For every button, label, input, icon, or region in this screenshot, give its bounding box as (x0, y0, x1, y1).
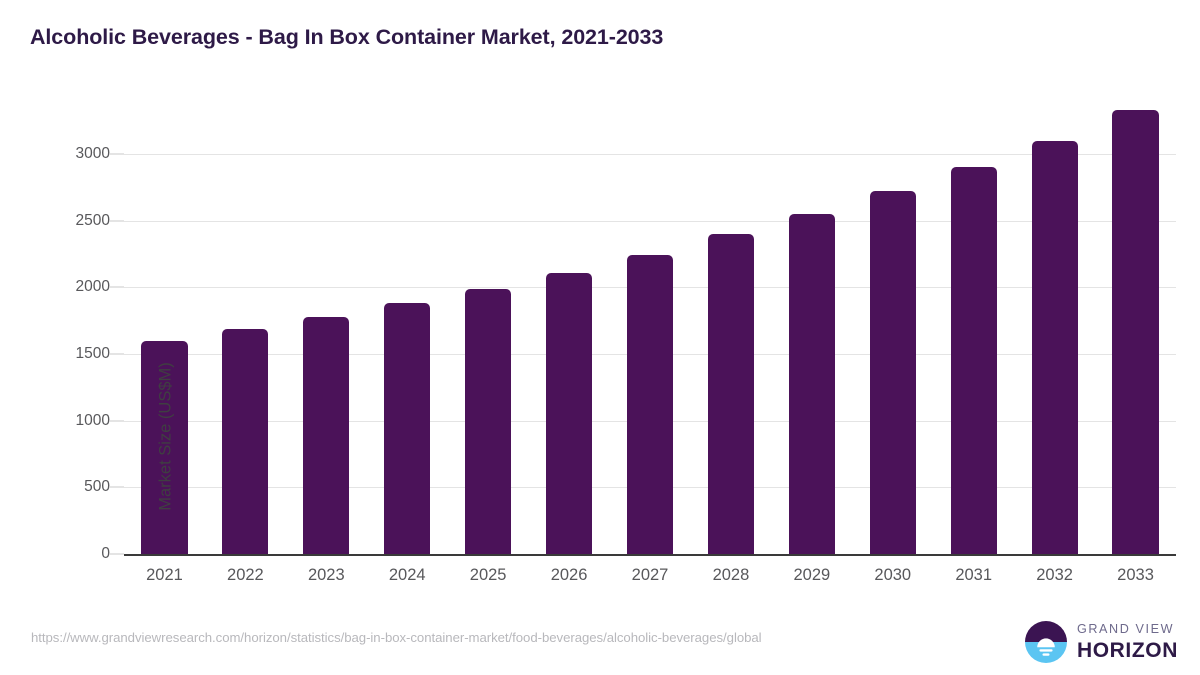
y-tick-label: 3000 (75, 145, 110, 162)
y-tick-label: 2000 (75, 278, 110, 296)
y-tick-label: 1500 (75, 345, 110, 362)
logo-wordmark: GRAND VIEW HORIZON (1077, 623, 1178, 661)
y-tick-mark (110, 420, 124, 422)
x-tick-label: 2023 (307, 566, 345, 584)
x-tick-label: 2026 (550, 566, 588, 584)
bar[interactable] (141, 340, 188, 554)
bar[interactable] (950, 167, 997, 554)
bar[interactable] (707, 234, 754, 554)
y-tick-mark (110, 553, 124, 555)
y-tick-label: 500 (84, 478, 110, 496)
x-tick-label: 2033 (1117, 566, 1154, 584)
y-tick-mark (110, 353, 124, 355)
bar[interactable] (303, 316, 350, 554)
y-tick-label: 2500 (75, 211, 110, 229)
horizon-sunrise-icon (1024, 621, 1067, 663)
plot-area: Market Size (US$M) (124, 100, 1176, 554)
grand-view-horizon-logo[interactable]: GRAND VIEW HORIZON (1024, 620, 1178, 664)
x-tick-label: 2022 (227, 566, 264, 584)
bar[interactable] (546, 272, 593, 554)
page-title: Alcoholic Beverages - Bag In Box Contain… (30, 25, 664, 49)
x-tick-label: 2029 (793, 566, 831, 584)
x-tick-label: 2025 (469, 566, 507, 584)
x-axis-line (124, 554, 1176, 556)
y-tick-label: 0 (101, 545, 110, 562)
gridline (124, 220, 1176, 222)
x-tick-label: 2031 (955, 566, 993, 584)
bar[interactable] (1112, 110, 1159, 554)
x-tick-label: 2024 (388, 566, 426, 584)
bar[interactable] (1031, 140, 1078, 554)
x-tick-label: 2028 (712, 566, 750, 584)
x-tick-label: 2021 (146, 566, 183, 584)
bar[interactable] (222, 328, 269, 554)
x-tick-label: 2030 (874, 566, 912, 584)
bar[interactable] (869, 191, 916, 554)
x-tick-label: 2032 (1036, 566, 1073, 584)
x-tick-label: 2027 (631, 566, 669, 584)
bar[interactable] (384, 303, 431, 554)
logo-grand-view-text: GRAND VIEW (1076, 622, 1175, 637)
y-tick-mark (110, 220, 124, 222)
logo-horizon-text: HORIZON (1076, 638, 1178, 662)
bar[interactable] (626, 255, 674, 554)
bar[interactable] (465, 288, 512, 554)
y-tick-mark (110, 286, 124, 288)
gridline (124, 154, 1176, 155)
y-tick-mark (110, 153, 124, 155)
source-url[interactable]: https://www.grandviewresearch.com/horizo… (31, 630, 762, 645)
bar[interactable] (788, 214, 835, 554)
y-tick-label: 1000 (75, 411, 110, 429)
y-tick-mark (110, 486, 124, 488)
